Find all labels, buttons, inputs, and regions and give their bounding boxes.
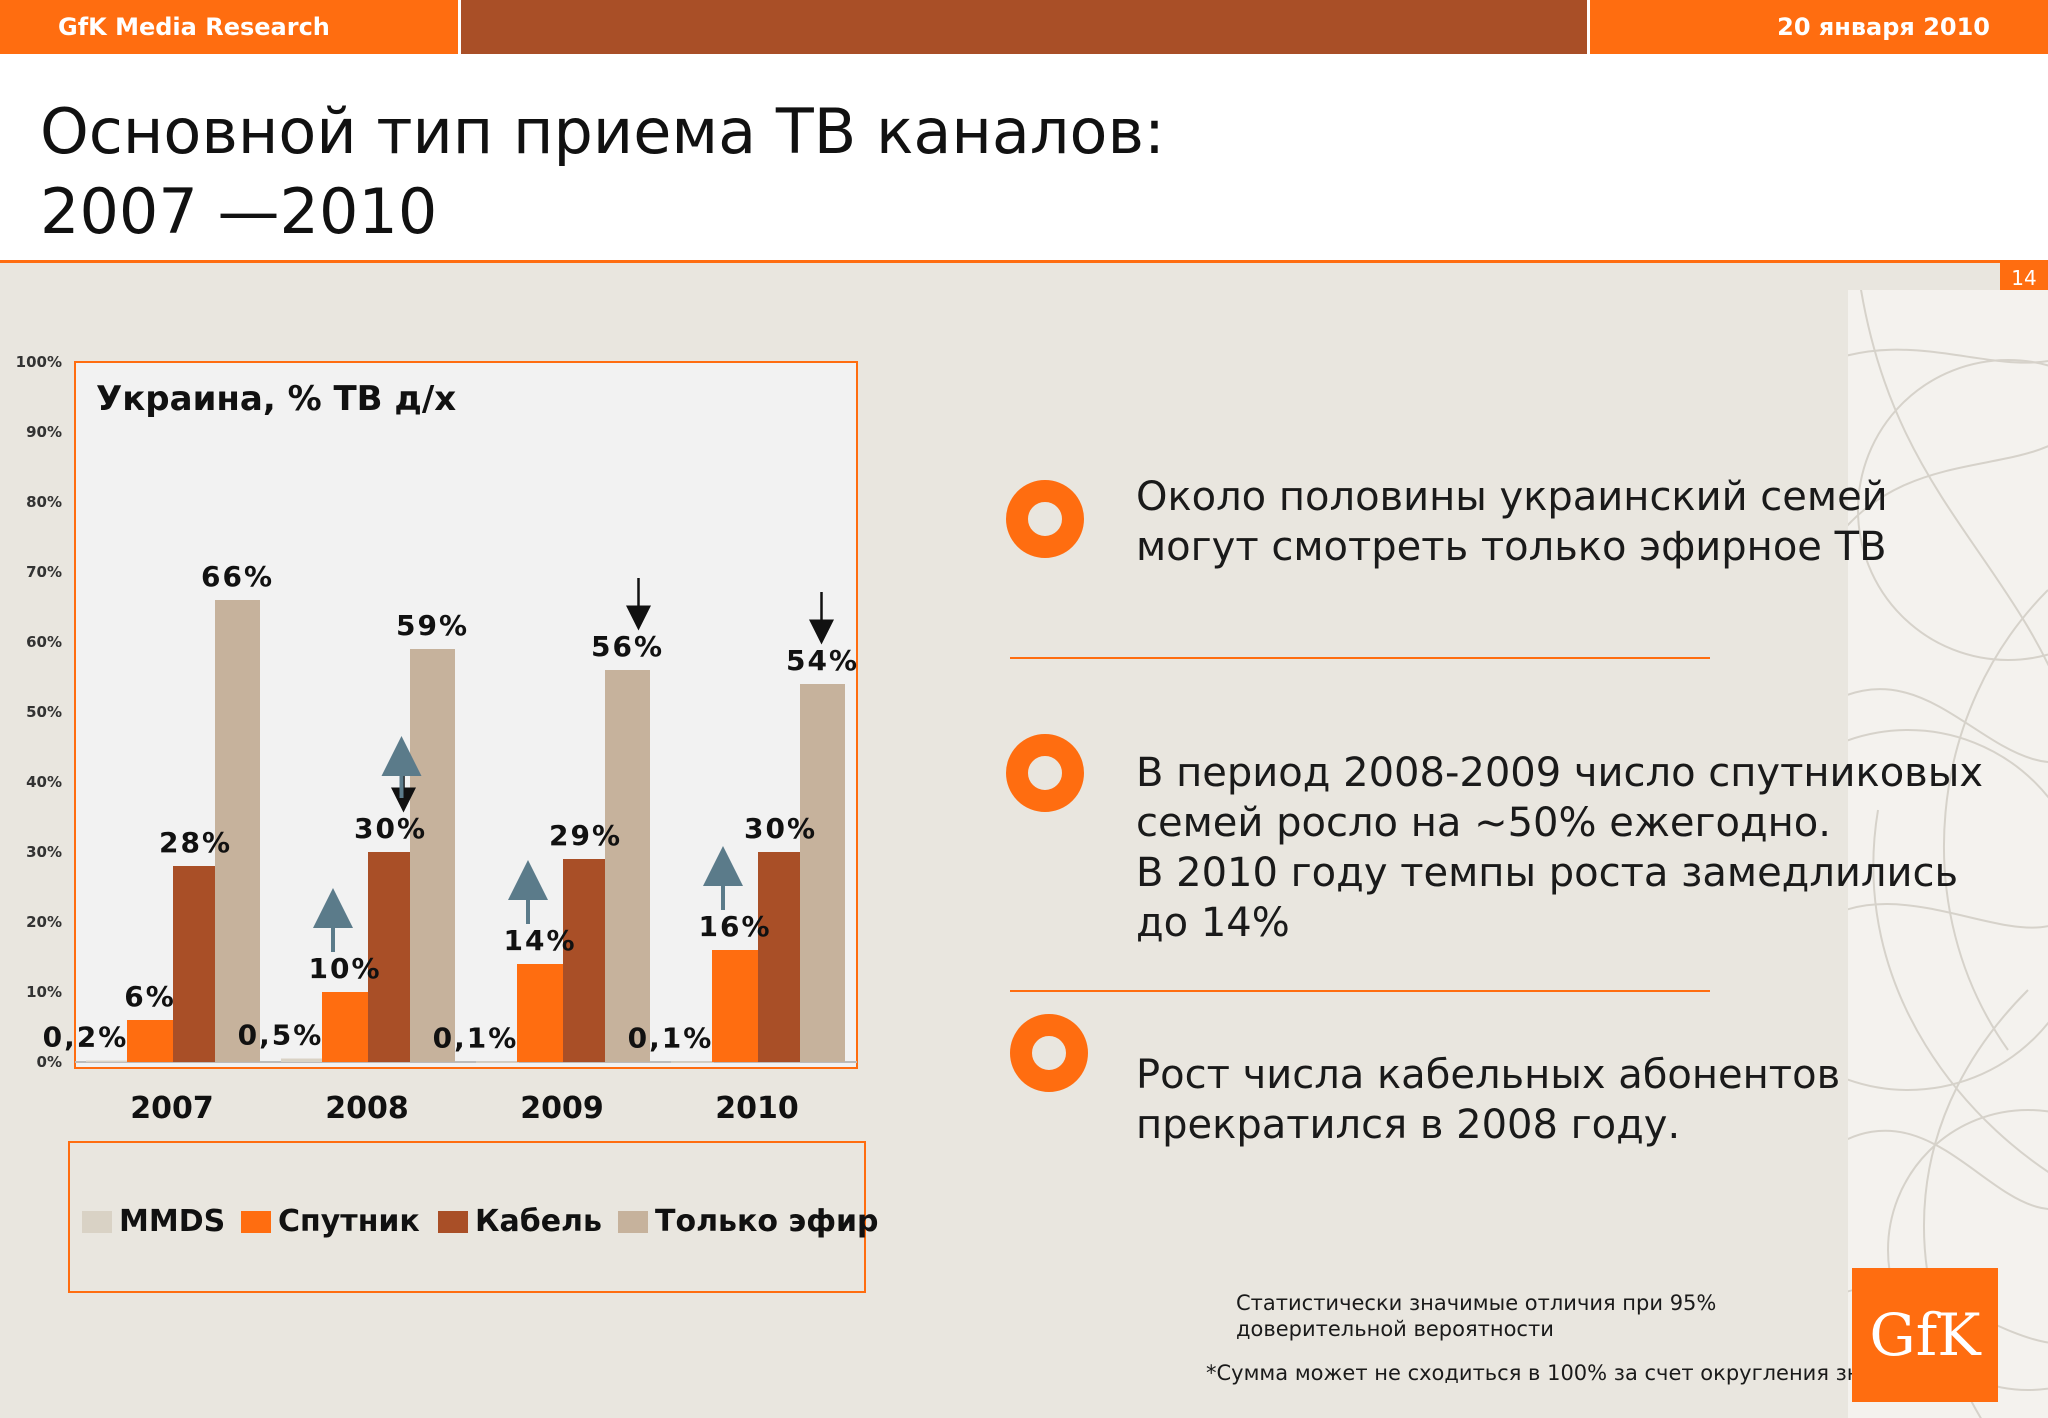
title-area: Основной тип приема ТВ каналов: 2007 —20… xyxy=(0,54,2048,263)
data-label: 30% xyxy=(354,812,427,845)
chart-title: Украина, % ТВ д/х xyxy=(96,379,456,419)
y-tick-label: 0% xyxy=(37,1053,62,1071)
bullet-ring-icon xyxy=(1010,1014,1088,1092)
divider xyxy=(1010,990,1710,992)
page-title-line2: 2007 —2010 xyxy=(40,175,438,248)
bullet-text-3: Рост числа кабельных абонентов прекратил… xyxy=(1136,1050,1840,1150)
legend-swatch xyxy=(618,1211,648,1233)
top-bar-separator xyxy=(458,0,461,54)
page-number: 14 xyxy=(2000,263,2048,293)
legend-label: Кабель xyxy=(475,1204,602,1239)
top-bar-left xyxy=(0,0,458,54)
data-label: 56% xyxy=(591,630,664,663)
x-tick-label: 2008 xyxy=(325,1091,409,1126)
top-bar-separator xyxy=(1587,0,1590,54)
divider xyxy=(1010,657,1710,659)
y-tick-label: 10% xyxy=(26,983,62,1001)
data-label: 0,5% xyxy=(238,1019,324,1052)
legend-label: Спутник xyxy=(278,1204,420,1239)
brand-name: GfK Media Research xyxy=(58,13,330,41)
bar xyxy=(368,852,413,1062)
bullet-line: Рост числа кабельных абонентов xyxy=(1136,1052,1841,1098)
data-label: 16% xyxy=(698,910,771,943)
legend-label: MMDS xyxy=(119,1204,225,1239)
bar xyxy=(215,600,260,1062)
bullet-line: семей росло на ~50% ежегодно. xyxy=(1136,800,1831,846)
y-tick-label: 70% xyxy=(26,563,62,581)
data-label: 0,2% xyxy=(43,1021,129,1054)
bullet-line: Около половины украинский семей xyxy=(1136,474,1888,520)
bullet-line: могут смотреть только эфирное ТВ xyxy=(1136,524,1887,570)
data-label: 66% xyxy=(201,560,274,593)
footnote-line: доверительной вероятности xyxy=(1236,1317,1554,1341)
data-label: 0,1% xyxy=(433,1021,519,1054)
legend-swatch xyxy=(438,1211,468,1233)
bullet-text-2: В период 2008-2009 число спутниковых сем… xyxy=(1136,748,1983,948)
significance-note: Статистически значимые отличия при 95% д… xyxy=(1236,1290,1716,1342)
bar xyxy=(322,992,368,1062)
data-label: 30% xyxy=(744,812,817,845)
bar xyxy=(410,649,455,1062)
y-tick-label: 90% xyxy=(26,423,62,441)
bar xyxy=(476,1061,519,1063)
top-bar-right xyxy=(1590,0,2048,54)
bar xyxy=(800,684,845,1062)
data-label: 6% xyxy=(124,980,176,1013)
bullet-line: до 14% xyxy=(1136,900,1290,946)
data-label: 10% xyxy=(308,952,381,985)
report-date: 20 января 2010 xyxy=(1777,13,1990,41)
data-label: 14% xyxy=(503,924,576,957)
bar xyxy=(127,1020,173,1062)
page-title: Основной тип приема ТВ каналов: 2007 —20… xyxy=(40,92,1165,252)
y-tick-label: 30% xyxy=(26,843,62,861)
bar xyxy=(563,859,608,1062)
data-label: 0,1% xyxy=(628,1021,714,1054)
bar xyxy=(758,852,803,1062)
y-tick-label: 50% xyxy=(26,703,62,721)
bullet-line: В период 2008-2009 число спутниковых xyxy=(1136,750,1983,796)
y-tick-label: 100% xyxy=(16,353,62,371)
bar-chart: 0% 10% 20% 30% 40% 50% 60% 70% 80% 90% 100% 0,2% 6%… xyxy=(16,353,878,1293)
y-tick-label: 60% xyxy=(26,633,62,651)
legend-swatch xyxy=(82,1211,112,1233)
bullet-line: В 2010 году темпы роста замедлились xyxy=(1136,850,1959,896)
top-bar: GfK Media Research 20 января 2010 xyxy=(0,0,2048,54)
data-label: 29% xyxy=(549,819,622,852)
data-label: 59% xyxy=(396,609,469,642)
footnote-line: Статистически значимые отличия при 95% xyxy=(1236,1291,1717,1315)
y-tick-label: 40% xyxy=(26,773,62,791)
gfk-logo: GfK xyxy=(1852,1268,1998,1402)
x-tick-label: 2009 xyxy=(520,1091,604,1126)
legend-box xyxy=(68,1141,866,1293)
bullet-text-1: Около половины украинский семей могут см… xyxy=(1136,472,1888,572)
x-tick-label: 2007 xyxy=(130,1091,214,1126)
bar xyxy=(86,1060,129,1063)
data-label: 54% xyxy=(786,644,859,677)
rounding-note: *Сумма может не сходиться в 100% за счет… xyxy=(1206,1361,1940,1385)
bar xyxy=(712,950,758,1062)
bar xyxy=(281,1058,324,1062)
legend-swatch xyxy=(241,1211,271,1233)
legend-label: Только эфир xyxy=(655,1204,878,1239)
bar xyxy=(671,1061,714,1063)
bar xyxy=(517,964,563,1062)
bar xyxy=(173,866,218,1062)
decorative-pattern xyxy=(1848,290,2048,1418)
y-tick-label: 80% xyxy=(26,493,62,511)
bullet-ring-icon xyxy=(1006,734,1084,812)
bar xyxy=(605,670,650,1062)
page-title-line1: Основной тип приема ТВ каналов: xyxy=(40,95,1165,168)
y-tick-label: 20% xyxy=(26,913,62,931)
x-tick-label: 2010 xyxy=(715,1091,799,1126)
bullet-line: прекратился в 2008 году. xyxy=(1136,1102,1681,1148)
data-label: 28% xyxy=(159,826,232,859)
bullet-ring-icon xyxy=(1006,480,1084,558)
